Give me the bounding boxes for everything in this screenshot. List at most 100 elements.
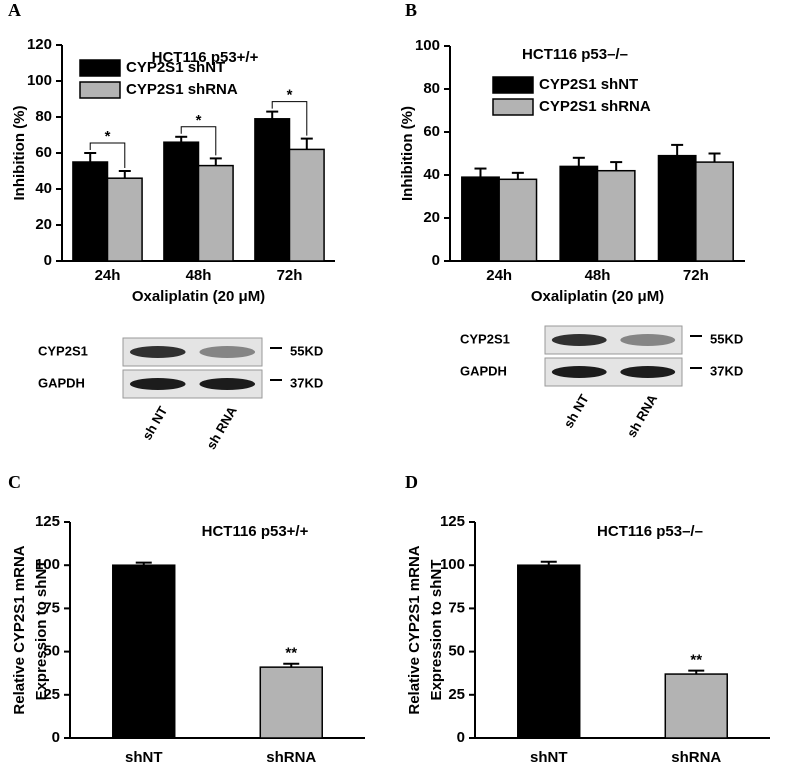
chart-title: HCT116 p53–/– <box>597 523 703 540</box>
bar <box>254 118 291 262</box>
legend-swatch <box>492 98 534 116</box>
size-label: 37KD <box>710 363 743 378</box>
significance-label: ** <box>285 645 297 662</box>
bar <box>288 148 325 262</box>
y-axis-label: Relative CYP2S1 mRNA <box>406 545 423 714</box>
x-tick-label: shRNA <box>671 749 721 766</box>
y-axis-label: Expression to shNT <box>428 560 445 701</box>
x-tick-label: shNT <box>125 749 163 766</box>
bar <box>596 169 636 262</box>
significance-label: * <box>287 87 293 104</box>
legend-swatch <box>492 76 534 94</box>
significance-label: * <box>105 128 111 145</box>
x-axis-label: Oxaliplatin (20 μM) <box>531 288 664 305</box>
blot-row-label: CYP2S1 <box>460 331 510 346</box>
bar <box>559 165 599 262</box>
x-tick-label: 24h <box>486 267 512 284</box>
x-tick-label: shRNA <box>266 749 316 766</box>
y-axis-label: Inhibition (%) <box>11 106 28 201</box>
lane-label: sh NT <box>561 392 592 431</box>
chart-title: HCT116 p53+/+ <box>152 49 259 66</box>
y-tick-label: 100 <box>440 556 465 573</box>
bar <box>163 141 200 262</box>
legend-label: CYP2S1 shRNA <box>539 98 651 115</box>
panel-letter: D <box>405 472 418 492</box>
bar <box>259 666 323 739</box>
y-tick-label: 0 <box>44 252 52 269</box>
legend-label: CYP2S1 shRNA <box>126 81 238 98</box>
y-tick-label: 40 <box>423 166 440 183</box>
x-tick-label: 72h <box>277 267 303 284</box>
x-tick-label: 72h <box>683 267 709 284</box>
blot-band <box>551 366 607 378</box>
y-tick-label: 100 <box>35 556 60 573</box>
bar <box>106 177 143 262</box>
y-tick-label: 80 <box>35 108 52 125</box>
y-axis-label: Relative CYP2S1 mRNA <box>11 545 28 714</box>
bar <box>112 564 176 739</box>
x-tick-label: 48h <box>186 267 212 284</box>
bar <box>695 161 734 262</box>
legend-swatch <box>79 59 121 77</box>
bar <box>197 164 234 262</box>
significance-label: * <box>196 112 202 129</box>
y-tick-label: 60 <box>35 144 52 161</box>
blot-row-label: GAPDH <box>38 375 85 390</box>
x-tick-label: 24h <box>95 267 121 284</box>
y-tick-label: 50 <box>43 643 60 660</box>
y-tick-label: 125 <box>440 513 465 530</box>
panel-letter: C <box>8 472 21 492</box>
bar <box>657 154 697 262</box>
y-tick-label: 20 <box>423 209 440 226</box>
panel-letter: A <box>8 0 21 20</box>
panel-letter: B <box>405 0 417 20</box>
y-tick-label: 50 <box>448 643 465 660</box>
blot-band <box>199 346 256 358</box>
y-tick-label: 40 <box>35 180 52 197</box>
y-tick-label: 80 <box>423 80 440 97</box>
lane-label: sh RNA <box>624 391 661 440</box>
y-tick-label: 60 <box>423 123 440 140</box>
blot-band <box>129 346 186 358</box>
y-tick-label: 75 <box>448 599 465 616</box>
significance-label: ** <box>690 652 702 669</box>
blot-band <box>551 334 607 346</box>
significance-bracket <box>271 101 308 136</box>
x-tick-label: 48h <box>585 267 611 284</box>
blot-band <box>199 378 256 390</box>
y-axis-label: Inhibition (%) <box>399 106 416 201</box>
legend-label: CYP2S1 shNT <box>539 76 638 93</box>
significance-bracket <box>180 126 217 156</box>
y-tick-label: 100 <box>27 72 52 89</box>
x-tick-label: shNT <box>530 749 568 766</box>
chart-title: HCT116 p53–/– <box>522 46 628 63</box>
significance-bracket <box>89 142 126 168</box>
size-label: 37KD <box>290 375 323 390</box>
y-tick-label: 125 <box>35 513 60 530</box>
size-label: 55KD <box>290 343 323 358</box>
y-tick-label: 120 <box>27 36 52 53</box>
chart-title: HCT116 p53+/+ <box>202 523 309 540</box>
bar <box>517 564 581 739</box>
y-tick-label: 25 <box>43 686 60 703</box>
y-tick-label: 0 <box>432 252 440 269</box>
bar <box>72 161 109 262</box>
lane-label: sh NT <box>139 404 170 443</box>
blot-row-label: GAPDH <box>460 363 507 378</box>
y-tick-label: 20 <box>35 216 52 233</box>
y-tick-label: 100 <box>415 37 440 54</box>
legend-label: CYP2S1 shNT <box>126 59 225 76</box>
bar <box>461 176 500 262</box>
bar <box>498 178 538 262</box>
blot-band <box>129 378 186 390</box>
blot-row-label: CYP2S1 <box>38 343 88 358</box>
blot-band <box>620 366 676 378</box>
blot-band <box>620 334 676 346</box>
bar <box>664 673 728 739</box>
y-tick-label: 0 <box>52 729 60 746</box>
y-tick-label: 75 <box>43 599 60 616</box>
x-axis-label: Oxaliplatin (20 μM) <box>132 288 265 305</box>
y-axis-label: Expression to shNT <box>33 560 50 701</box>
size-label: 55KD <box>710 331 743 346</box>
